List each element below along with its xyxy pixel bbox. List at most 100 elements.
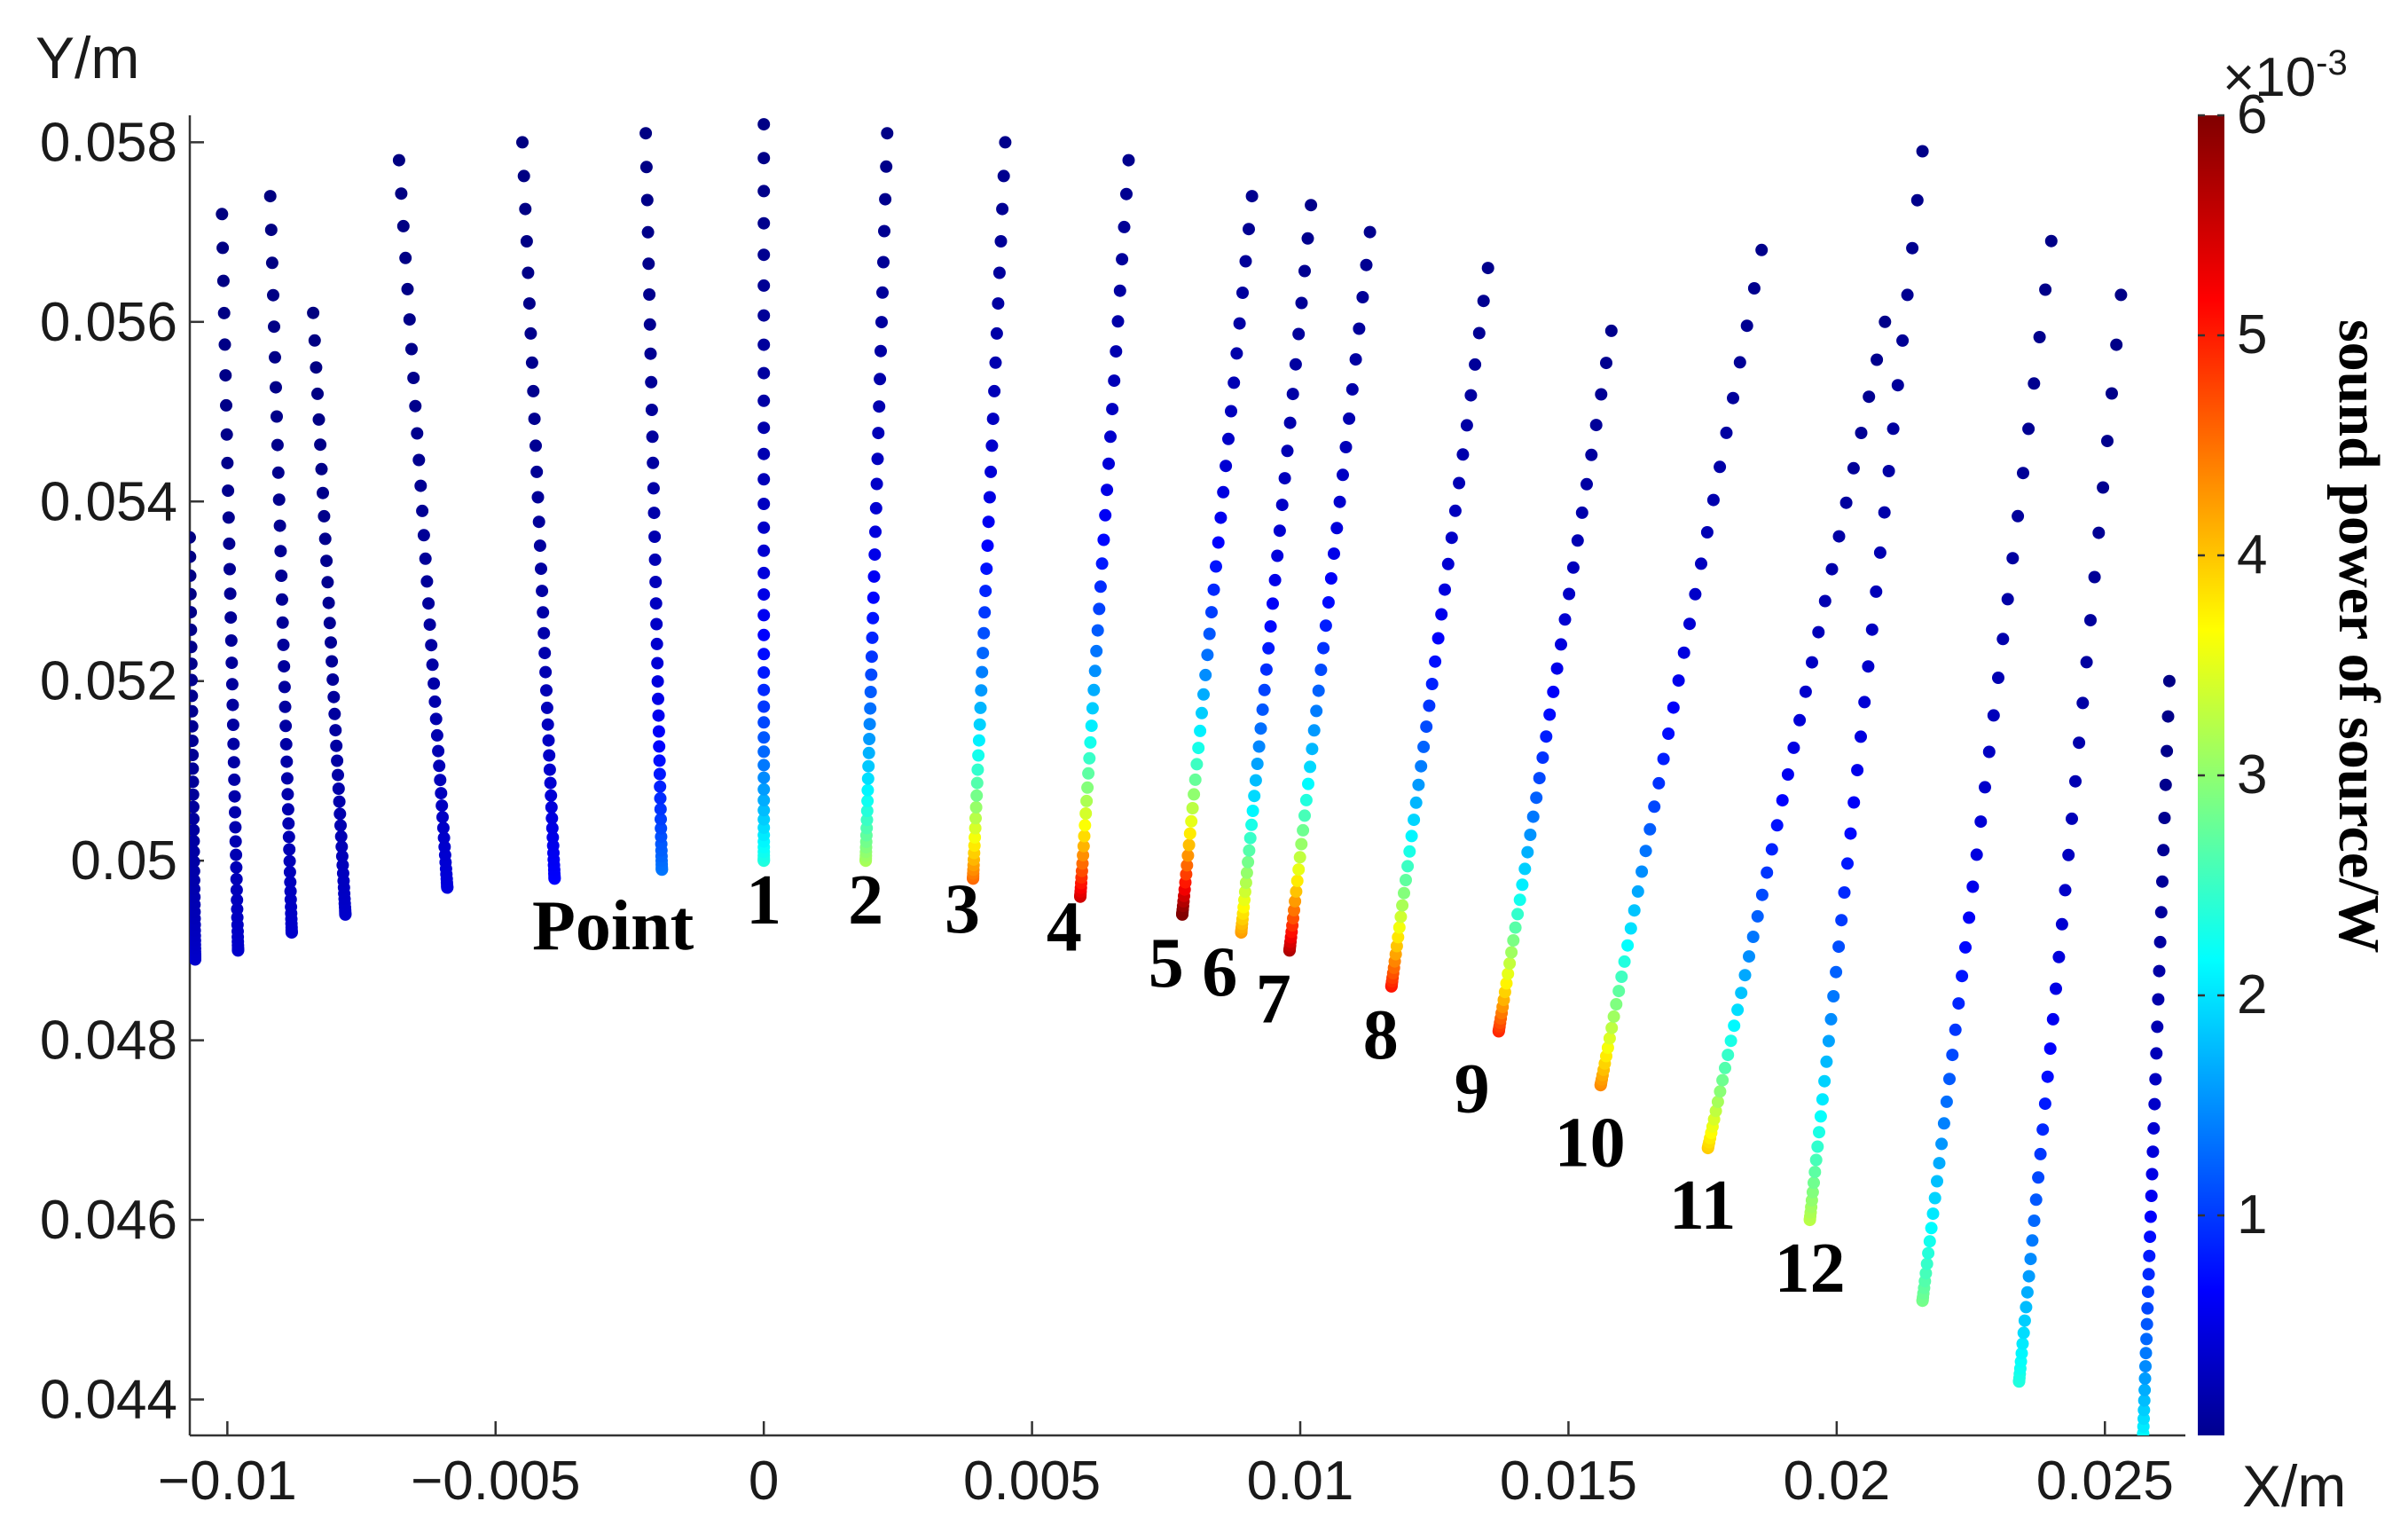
data-point <box>543 763 556 776</box>
data-point <box>757 566 771 579</box>
data-point <box>326 673 340 686</box>
data-point <box>757 521 771 534</box>
data-point <box>2152 993 2165 1006</box>
data-point <box>757 782 771 796</box>
data-point <box>190 606 198 619</box>
data-point <box>1238 885 1251 899</box>
data-point <box>863 718 876 731</box>
data-point <box>984 465 998 478</box>
data-point <box>311 387 324 400</box>
data-point <box>1662 727 1675 740</box>
data-point <box>546 830 560 844</box>
data-point <box>647 456 660 469</box>
data-point <box>1585 448 1598 461</box>
data-point <box>1293 851 1306 864</box>
data-point <box>866 631 879 644</box>
data-point <box>1865 623 1879 636</box>
data-point <box>2137 1412 2150 1426</box>
data-point <box>1922 1246 1935 1260</box>
data-point <box>2156 875 2169 888</box>
data-point <box>1862 660 1875 673</box>
data-point <box>1190 758 1204 771</box>
data-point <box>1813 1126 1825 1139</box>
data-point <box>1906 241 1919 255</box>
data-point <box>267 288 279 302</box>
data-point <box>1182 838 1196 852</box>
data-point <box>1910 193 1924 207</box>
data-point <box>1356 291 1369 303</box>
data-point <box>335 850 349 863</box>
data-point <box>227 737 240 751</box>
data-point <box>970 776 984 790</box>
data-point <box>1106 403 1119 416</box>
data-point <box>1639 845 1652 858</box>
data-point <box>1330 522 1344 535</box>
data-point <box>1415 759 1428 773</box>
data-point <box>2161 710 2175 723</box>
data-point <box>2097 481 2110 494</box>
data-point <box>1925 1222 1938 1235</box>
data-point <box>971 763 984 776</box>
data-point <box>2018 1314 2031 1327</box>
data-point <box>278 700 292 713</box>
data-point <box>1808 1176 1820 1190</box>
data-point <box>1526 810 1540 823</box>
data-point <box>1464 389 1478 402</box>
data-point <box>417 529 430 542</box>
data-point <box>326 655 339 668</box>
data-point <box>1324 572 1337 585</box>
data-point <box>284 876 297 889</box>
data-point <box>1575 506 1588 519</box>
data-point <box>996 202 1009 216</box>
data-point <box>1657 752 1670 766</box>
data-point <box>222 511 235 524</box>
data-point <box>1966 880 1980 893</box>
data-point <box>1940 1095 1953 1108</box>
data-point <box>862 746 875 759</box>
data-point <box>1295 296 1308 310</box>
data-point <box>1901 288 1914 302</box>
data-point <box>2137 1438 2149 1450</box>
data-point <box>653 754 666 767</box>
data-point <box>976 665 989 679</box>
data-point <box>1251 758 1264 770</box>
data-point <box>1445 531 1458 545</box>
data-point <box>982 515 995 529</box>
data-point <box>2144 1230 2157 1244</box>
data-point <box>757 804 771 817</box>
data-point <box>2161 744 2174 758</box>
data-point <box>1225 405 1237 418</box>
data-point <box>335 840 349 853</box>
data-point <box>1460 419 1473 432</box>
data-point <box>430 728 443 742</box>
data-point <box>1956 970 1969 983</box>
point-number-label: 9 <box>1455 1050 1490 1128</box>
data-point <box>986 413 1000 426</box>
data-point <box>2020 1285 2034 1299</box>
data-point <box>1317 641 1330 655</box>
data-point <box>325 636 337 649</box>
data-point <box>1841 857 1854 870</box>
data-point <box>1830 965 1843 979</box>
data-point <box>655 813 667 826</box>
data-point <box>409 399 422 413</box>
data-point <box>539 665 553 679</box>
y-tick-label: 0.052 <box>40 651 177 712</box>
data-point <box>2139 1347 2153 1360</box>
data-point <box>1289 358 1302 371</box>
data-point <box>1711 1095 1724 1108</box>
data-point <box>1214 511 1228 524</box>
data-point <box>2149 1073 2162 1086</box>
data-point <box>1714 1085 1727 1098</box>
data-point <box>332 782 345 795</box>
data-point <box>1695 557 1707 570</box>
data-point <box>1245 190 1259 203</box>
data-point <box>1615 971 1628 983</box>
data-point <box>1540 730 1553 743</box>
data-point <box>427 677 441 690</box>
data-point <box>278 660 291 673</box>
data-point <box>1188 788 1201 801</box>
data-point <box>1558 613 1572 626</box>
data-point <box>1886 422 1900 436</box>
data-point <box>1197 688 1210 701</box>
